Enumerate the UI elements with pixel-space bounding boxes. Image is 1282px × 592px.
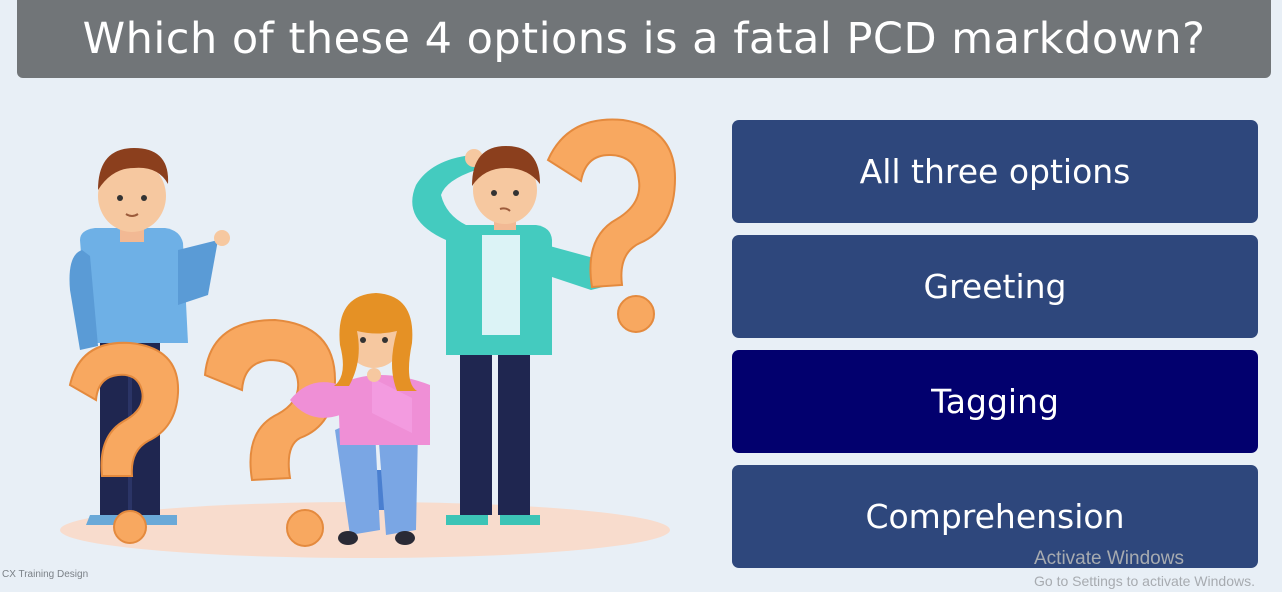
- question-mark-right: [546, 118, 677, 333]
- left-man-figure: [69, 148, 230, 525]
- answer-option-3-label: Tagging: [931, 382, 1059, 421]
- watermark-subtitle: Go to Settings to activate Windows.: [1034, 573, 1255, 589]
- activate-windows-watermark: Activate Windows Go to Settings to activ…: [1034, 548, 1255, 592]
- question-mark-middle: [203, 318, 337, 547]
- question-people-illustration: [60, 118, 677, 558]
- watermark-title: Activate Windows: [1034, 548, 1184, 569]
- question-mark-left: [68, 341, 180, 544]
- answer-option-1[interactable]: All three options: [732, 120, 1258, 223]
- answer-option-4[interactable]: Comprehension: [732, 465, 1258, 568]
- question-title-bar: Which of these 4 options is a fatal PCD …: [17, 0, 1271, 78]
- answer-option-4-label: Comprehension: [865, 497, 1125, 536]
- standing-man-figure: [412, 146, 611, 525]
- footer-credit: CX Training Design: [2, 569, 89, 580]
- answer-option-3[interactable]: Tagging: [732, 350, 1258, 453]
- answer-option-1-label: All three options: [859, 152, 1131, 191]
- sitting-woman-figure: [290, 293, 430, 545]
- answer-option-2[interactable]: Greeting: [732, 235, 1258, 338]
- question-title: Which of these 4 options is a fatal PCD …: [82, 14, 1206, 64]
- answer-option-2-label: Greeting: [923, 267, 1067, 306]
